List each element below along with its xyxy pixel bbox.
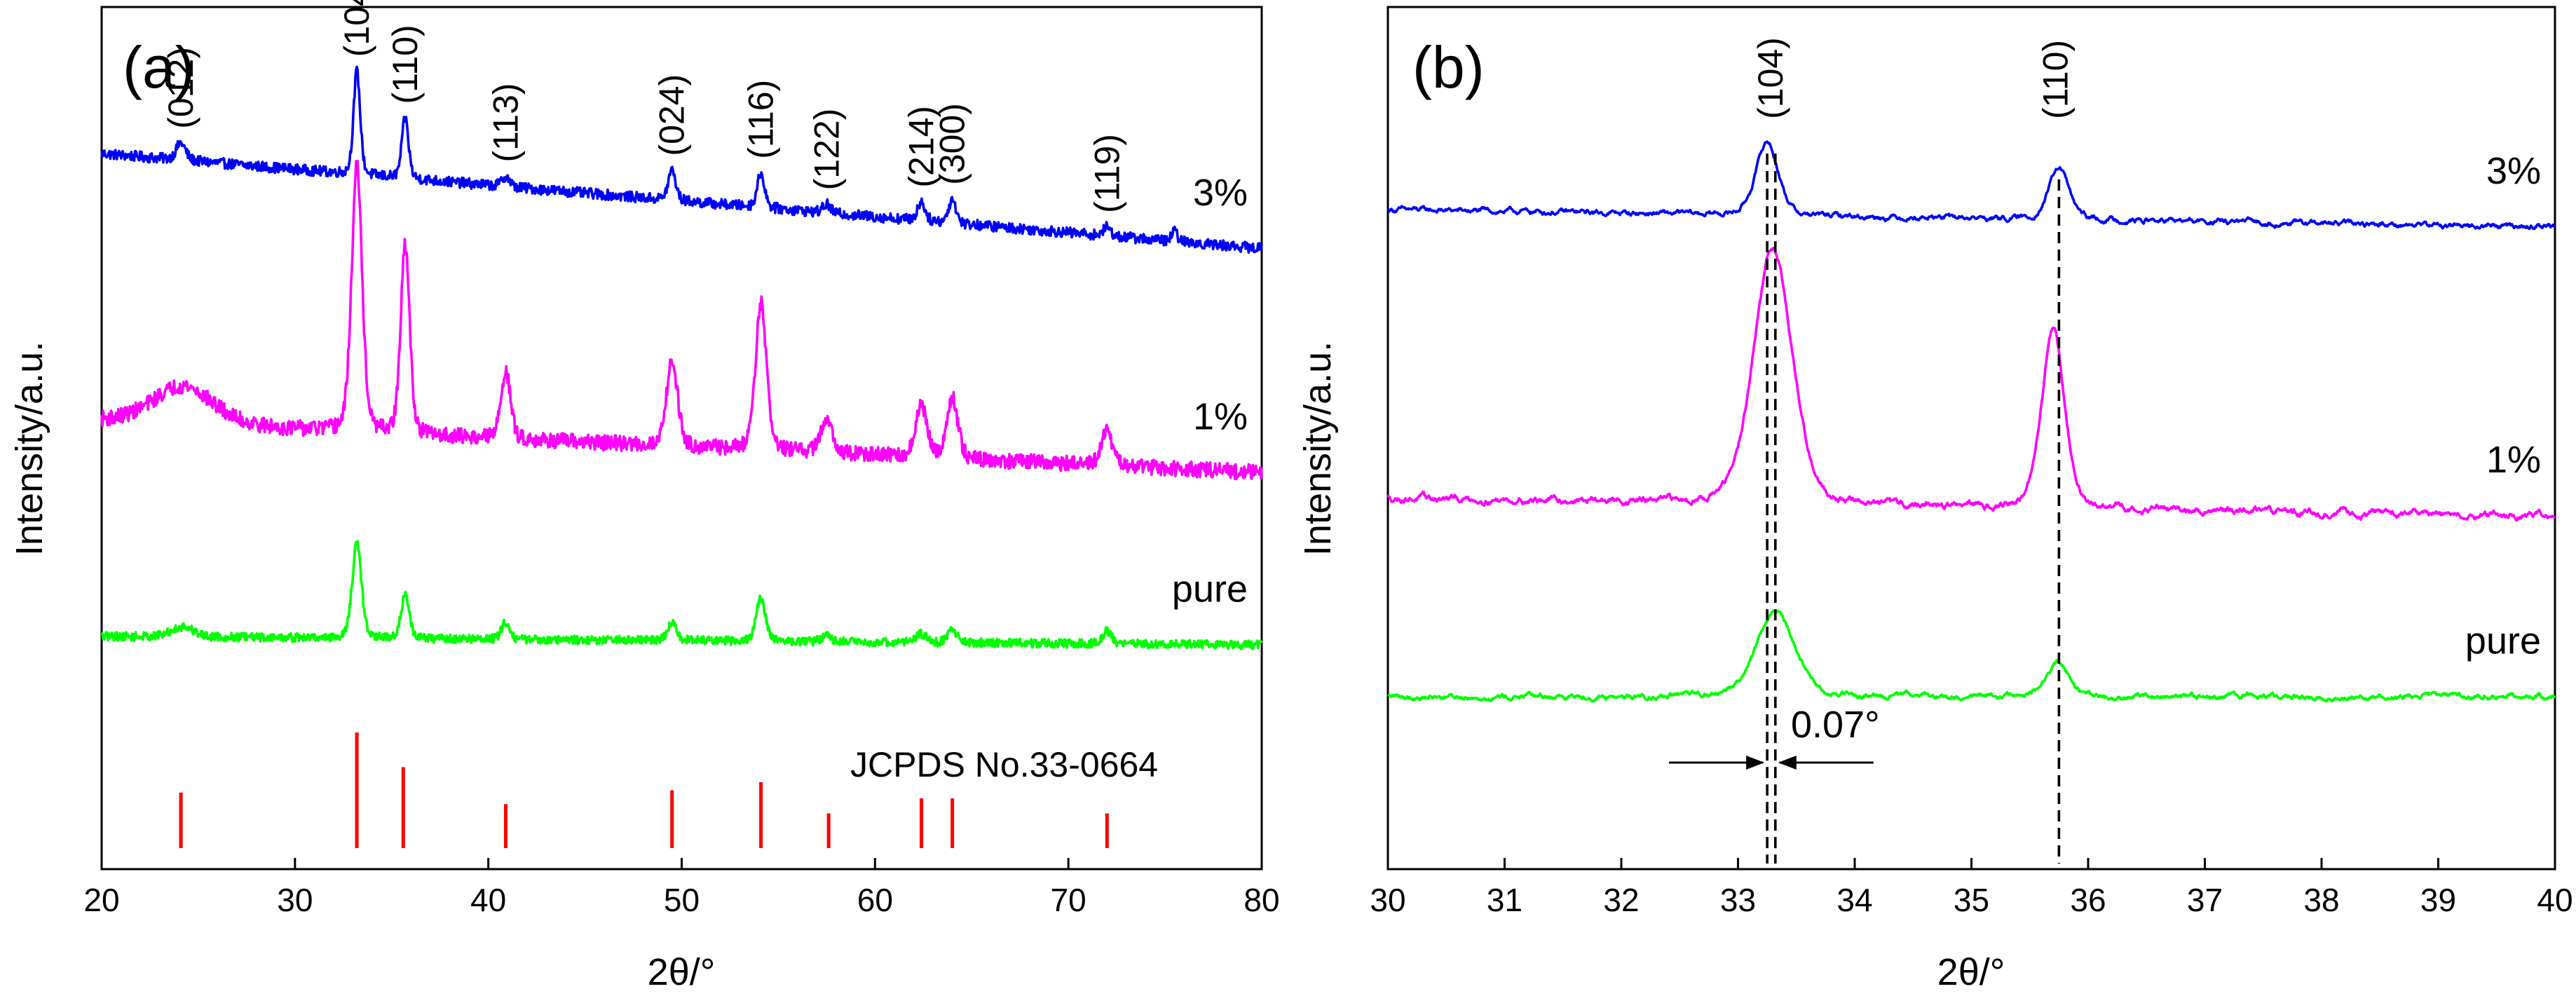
x-tick-label: 30 xyxy=(277,882,313,918)
shift-arrowhead-right xyxy=(1778,756,1797,770)
panel-b-hkl-labels: (104) (110) xyxy=(1751,37,2075,119)
x-tick-label: 20 xyxy=(83,882,119,918)
x-tick-label: 60 xyxy=(857,882,893,918)
panel-a-x-ticks: 20 30 40 50 60 70 80 xyxy=(83,858,1280,918)
x-tick-label: 40 xyxy=(470,882,506,918)
x-tick-label: 80 xyxy=(1243,882,1279,918)
panel-a: (a) Intensity/a.u. 2θ/° 20 30 40 50 60 70 80 (… xyxy=(8,0,1280,993)
hkl-label: (122) xyxy=(807,109,846,191)
hkl-label: (116) xyxy=(742,80,781,159)
trace-pure xyxy=(1387,609,2556,703)
panel-a-label: (a) xyxy=(123,34,195,100)
panel-b-frame xyxy=(1386,6,2556,871)
hkl-label: (300) xyxy=(933,103,972,185)
trace-1pct xyxy=(100,159,1263,481)
x-tick-label: 39 xyxy=(2420,882,2456,918)
series-label: 1% xyxy=(2486,439,2541,481)
panel-a-x-axis-title: 2θ/° xyxy=(648,951,716,993)
x-tick-label: 33 xyxy=(1720,882,1756,918)
hkl-label: (104) xyxy=(337,0,376,57)
x-tick-label: 34 xyxy=(1836,882,1872,918)
panel-b-dashed-lines xyxy=(1766,153,2061,864)
panel-b-y-axis-title: Intensity/a.u. xyxy=(1297,341,1339,556)
hkl-label: (012) xyxy=(161,47,200,129)
x-tick-label: 30 xyxy=(1370,882,1405,918)
x-tick-label: 31 xyxy=(1487,882,1522,918)
x-tick-label: 37 xyxy=(2187,882,2223,918)
panel-b: (b) Intensity/a.u. 2θ/° 30 31 32 33 34 35 36 37… xyxy=(1297,6,2573,993)
shift-arrowhead-left xyxy=(1746,756,1765,770)
x-tick-label: 32 xyxy=(1603,882,1639,918)
series-label: 3% xyxy=(2486,150,2541,192)
hkl-label: (024) xyxy=(653,74,692,156)
panel-a-hkl-labels: (012) (104) (110) (113) (024) (116) (122) (214)… xyxy=(161,0,1126,213)
trace-1pct xyxy=(1386,246,2556,522)
trace-3pct xyxy=(100,65,1263,254)
x-tick-label: 35 xyxy=(1954,882,1989,918)
series-label: 3% xyxy=(1193,172,1248,214)
shift-annotation: 0.07° xyxy=(1669,704,1880,770)
hkl-label: (113) xyxy=(486,83,525,162)
panel-b-label: (b) xyxy=(1412,34,1485,100)
panel-b-traces xyxy=(1386,140,2556,703)
x-tick-label: 40 xyxy=(2537,882,2572,918)
panel-a-series-labels: 3% 1% pure xyxy=(1172,172,1248,610)
reference-label: JCPDS No.33-0664 xyxy=(850,745,1158,784)
trace-3pct xyxy=(1386,140,2556,231)
shift-annotation-label: 0.07° xyxy=(1791,704,1880,746)
trace-pure xyxy=(100,540,1263,650)
hkl-label: (119) xyxy=(1087,134,1126,213)
panel-a-reference-lines xyxy=(179,732,1109,848)
panel-a-traces xyxy=(100,65,1263,650)
series-label: pure xyxy=(1172,568,1248,610)
hkl-label: (110) xyxy=(2036,40,2075,119)
panel-b-x-axis-title: 2θ/° xyxy=(1937,951,2005,993)
hkl-label: (214) xyxy=(902,106,941,188)
panel-a-y-axis-title: Intensity/a.u. xyxy=(8,341,50,556)
series-label: pure xyxy=(2465,620,2541,662)
x-tick-label: 50 xyxy=(664,882,700,918)
panel-b-series-labels: 3% 1% pure xyxy=(2465,150,2541,662)
x-tick-label: 70 xyxy=(1051,882,1086,918)
x-tick-label: 36 xyxy=(2070,882,2106,918)
panel-b-x-ticks: 30 31 32 33 34 35 36 37 38 39 40 xyxy=(1370,858,2573,918)
hkl-label: (104) xyxy=(1751,37,1790,119)
series-label: 1% xyxy=(1193,396,1248,438)
x-tick-label: 38 xyxy=(2303,882,2339,918)
hkl-label: (110) xyxy=(386,25,425,104)
